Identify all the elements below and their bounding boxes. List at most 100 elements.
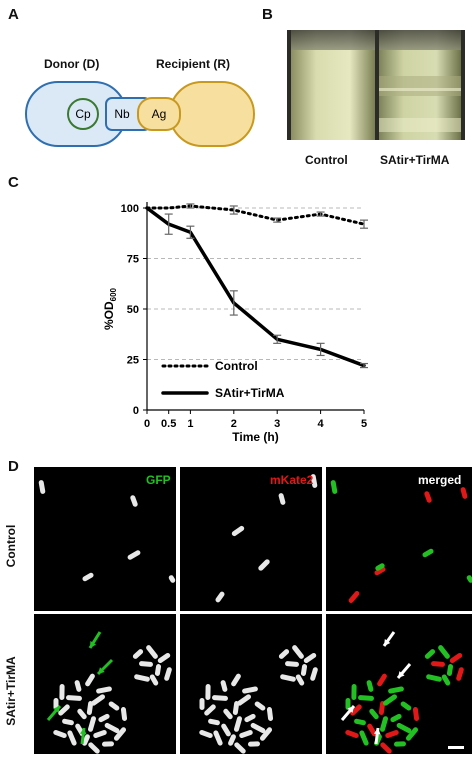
scale-bar [448,746,464,749]
bacterium-cell [168,575,176,583]
bacterium-cell [90,694,106,706]
bacterium-cell [221,723,231,737]
panel-letter-c: C [8,174,19,191]
bacterium-cell [460,487,468,499]
bacterium-cell [87,716,97,732]
cp-plasmid [67,98,99,130]
y-axis-label: %OD600 [102,287,118,330]
bacterium-cell [379,716,389,732]
bacterium-cell [348,591,360,603]
bacterium-cell [58,704,70,716]
y-tick-label: 75 [127,254,139,266]
od600-line-chart: 0 25 50 75 100 0 0.5 1 2 3 4 5 Time (h) %OD600 Contro… [102,202,368,444]
bacterium-cell [259,727,273,741]
bacterium-cell [441,674,451,686]
bacterium-cell [242,686,258,694]
bacterium-cell [154,664,162,676]
bacterium-cell [231,673,241,687]
merged-label: merged [418,473,461,487]
row-label-treated: SAtir+TirMA [4,656,18,726]
bacterium-cell [405,727,419,741]
bacterium-cell [385,730,399,738]
bacterium-cell [258,559,270,571]
bacterium-cell [132,649,144,659]
x-tick-label: 5 [361,418,367,430]
bacterium-cell [396,722,412,734]
nb-label: Nb [114,107,130,121]
bacterium-cell [38,480,46,494]
bacterium-cell [239,730,253,738]
ag-antigen [137,97,181,131]
bacterium-cell [248,741,260,747]
y-tick-label: 25 [127,355,139,367]
cp-label: Cp [75,107,91,121]
control-mkate-image [180,467,322,611]
bacterium-cell [208,718,220,726]
bacterium-cell [300,664,308,676]
bacterium-cell [120,707,128,721]
bacterium-cell [449,652,463,664]
bacterium-cell [359,730,369,746]
bacterium-cell [292,645,304,659]
bacterium-cell [108,701,120,711]
bacterium-cell [295,674,305,686]
bacterium-cell [102,741,114,747]
y-tick-label: 100 [121,203,139,215]
bacterium-cell [366,680,374,692]
bacterium-cell [149,674,159,686]
bacterium-cell [374,566,386,576]
series-line-1 [145,206,366,368]
bacterium-cell [234,742,246,754]
x-tick-label: 0 [144,418,150,430]
bacterium-cell [77,708,87,720]
bacterium-cell [422,548,434,558]
control-row: GFP mKate2 merged [34,467,472,611]
bacterium-cell [88,742,100,754]
bacterium-cell [199,698,205,710]
bacterium-cell [446,664,454,676]
bacterium-cell [93,730,107,738]
x-tick-label: 3 [274,418,280,430]
bacterium-cell [424,491,432,503]
bacterium-cell [74,680,82,692]
series-line-0 [145,204,366,226]
arrow-head-icon [347,706,354,713]
arrow-head-icon [53,706,60,713]
bacterium-cell [285,661,299,667]
bacterium-cell [199,729,213,739]
bacterium-cell [223,708,233,720]
bacterium-cell [375,563,385,571]
tube-label-treated: SAtir+TirMA [380,153,450,167]
bacterium-cell [205,684,211,700]
bacterium-cell [280,674,296,682]
bacterium-cell [66,695,82,701]
tube-label-control: Control [305,153,348,167]
bacterium-cell [244,713,256,723]
x-axis-label: Time (h) [232,430,278,444]
bacterium-cell [369,708,379,720]
bacterium-cell [104,722,120,734]
bacterium-cell [204,704,216,716]
panel-letter-b: B [262,6,273,23]
bacterium-cell [466,575,472,583]
x-tick-label: 1 [187,418,193,430]
arrow-head-icon [384,639,391,646]
bacterium-cell [98,713,110,723]
bacterium-cell [67,730,77,746]
bacterium-cell [438,645,450,659]
bacterium-cell [354,718,366,726]
bacterium-cell [310,667,318,681]
bacterium-cell [59,684,65,700]
bacterium-cell [231,525,245,537]
arrow-head-icon [98,667,105,674]
treated-row [34,614,472,754]
bacterium-cell [139,661,153,667]
bacterium-cell [250,722,266,734]
bacterium-cell [254,701,266,711]
bacterium-cell [278,493,286,505]
recipient-cell [169,81,255,147]
panel-letter-a: A [8,6,19,23]
conjugation-diagram: Cp Nb Ag [25,81,255,147]
bacterium-cell [412,707,420,721]
y-tick-label: 0 [133,405,139,417]
